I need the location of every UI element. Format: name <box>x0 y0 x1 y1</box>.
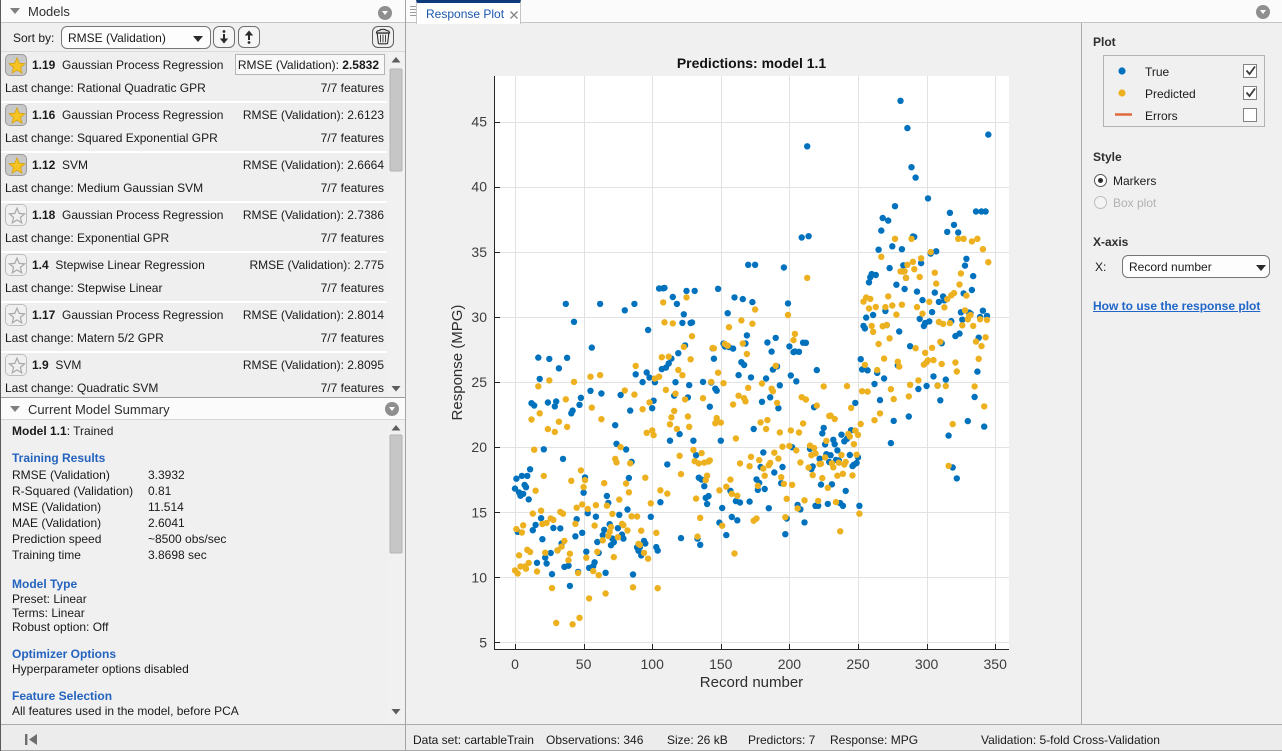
svg-text:Response (MPG): Response (MPG) <box>449 305 466 421</box>
svg-text:Record number: Record number <box>700 674 803 691</box>
svg-text:15: 15 <box>471 504 487 520</box>
svg-text:100: 100 <box>641 656 665 672</box>
svg-text:35: 35 <box>471 244 487 260</box>
svg-text:20: 20 <box>471 439 487 455</box>
svg-text:40: 40 <box>471 179 487 195</box>
svg-text:45: 45 <box>471 114 487 130</box>
svg-text:350: 350 <box>984 656 1008 672</box>
svg-text:Predictions: model 1.1: Predictions: model 1.1 <box>677 55 827 71</box>
svg-text:10: 10 <box>471 569 487 585</box>
svg-text:150: 150 <box>709 656 733 672</box>
svg-text:250: 250 <box>846 656 870 672</box>
svg-text:25: 25 <box>471 374 487 390</box>
svg-text:0: 0 <box>511 656 519 672</box>
svg-text:5: 5 <box>479 635 487 651</box>
svg-text:300: 300 <box>915 656 939 672</box>
svg-text:200: 200 <box>778 656 802 672</box>
svg-text:30: 30 <box>471 309 487 325</box>
svg-text:50: 50 <box>576 656 592 672</box>
